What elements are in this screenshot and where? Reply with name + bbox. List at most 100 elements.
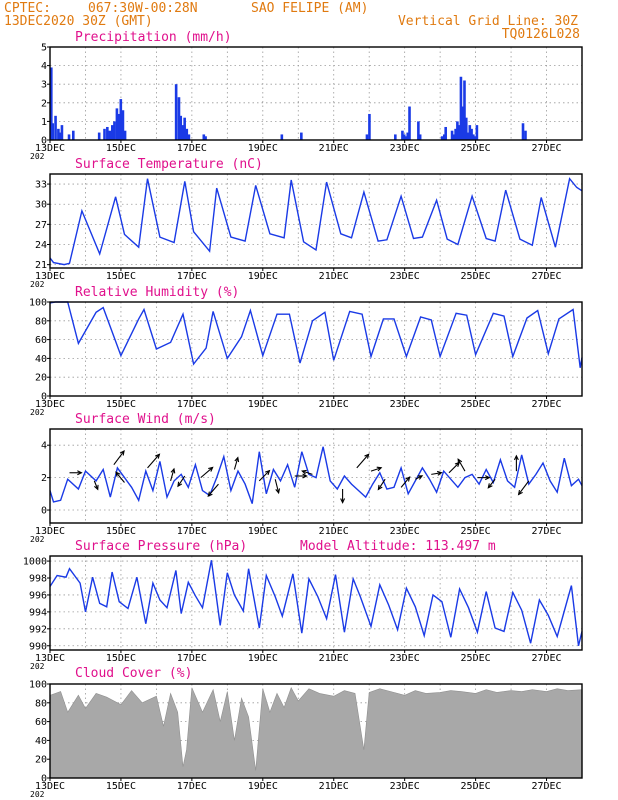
- wind-xtick-label: 21DEC: [319, 526, 349, 537]
- precip-bar: [177, 97, 181, 140]
- precip-bar: [300, 132, 303, 140]
- precip-bar: [452, 134, 456, 140]
- precip-bar: [468, 125, 472, 140]
- pressure-ytick-label: 992: [29, 624, 47, 635]
- wind-vector: [477, 475, 491, 481]
- wind-vector-head: [436, 470, 443, 476]
- wind-vector-shaft: [457, 458, 466, 472]
- wind-vector: [457, 458, 466, 472]
- wind-vector-shaft: [274, 479, 280, 493]
- cloud-cover-ytick-label: 0: [41, 774, 47, 785]
- precip-ytick-label: 2: [41, 98, 47, 109]
- humidity-xtick-label: 15DEC: [106, 399, 136, 410]
- cloud-cover-xtick-label: 17DEC: [177, 781, 207, 792]
- temperature-ytick-label: 21: [35, 260, 47, 271]
- wind-year-label: 202: [30, 535, 45, 544]
- precip-bar: [368, 113, 371, 140]
- precip-bar: [185, 128, 189, 140]
- wind-vector-head: [484, 475, 491, 481]
- header-run: 13DEC2020 30Z (GMT): [4, 14, 153, 29]
- pressure-frame: [49, 555, 583, 651]
- wind-vector-head: [302, 473, 308, 479]
- wind-vector: [69, 470, 83, 476]
- temperature-frame: [49, 173, 583, 269]
- precip-year-label: 202: [30, 152, 45, 161]
- wind-vector-head: [275, 488, 281, 495]
- wind-vector-shaft: [431, 472, 442, 475]
- pressure-panel: 990 992 994 996 998 1000 13DEC 15DEC 17DEC 19DEC 2…: [23, 555, 583, 671]
- wind-vector-head: [513, 454, 519, 461]
- temperature-xtick-label: 17DEC: [177, 271, 207, 282]
- wind-vector-head: [376, 466, 383, 472]
- wind-vector: [415, 475, 424, 480]
- humidity-ytick-label: 100: [29, 298, 47, 309]
- wind-vector-head: [119, 450, 125, 456]
- pressure-ytick-label: 996: [29, 590, 47, 601]
- precip-bar: [365, 134, 369, 140]
- header-station: SAO FELIPE (AM): [251, 1, 368, 16]
- precip-bar: [457, 125, 461, 140]
- wind-vector: [294, 473, 308, 479]
- temperature-xtick-label: 23DEC: [390, 271, 420, 282]
- precip-xtick-label: 17DEC: [177, 143, 207, 154]
- wind-vector-shaft: [93, 480, 99, 490]
- wind-vector-head: [77, 470, 83, 476]
- precip-bar: [444, 126, 447, 140]
- wind-frame: [49, 428, 583, 524]
- wind-vector-shaft: [377, 478, 386, 490]
- wind-vector-head: [417, 475, 424, 480]
- precip-bar: [464, 117, 468, 140]
- precip-ytick-label: 5: [41, 43, 47, 54]
- precip-xtick-label: 13DEC: [35, 143, 65, 154]
- wind-vector-shaft: [200, 467, 213, 479]
- header-coords: 067:30W-00:28N: [88, 1, 198, 16]
- cloud-cover-panel: 0 20 40 60 80 100 13DEC 15DEC 17DEC 19DEC 21DEC 23D…: [29, 680, 583, 799]
- temperature-xtick-label: 25DEC: [461, 271, 491, 282]
- precip-ytick-label: 3: [41, 80, 47, 91]
- humidity-ytick-label: 60: [35, 335, 47, 346]
- precip-bar: [179, 115, 183, 140]
- pressure-line: [49, 560, 583, 646]
- cloud-cover-xtick-label: 15DEC: [106, 781, 136, 792]
- cloud-cover-xtick-label: 13DEC: [35, 781, 65, 792]
- humidity-xtick-label: 13DEC: [35, 399, 65, 410]
- wind-panel: 0 2 4 13DEC 15DEC 17DEC 19DEC 21DEC 23DEC 25DEC 27…: [30, 428, 583, 544]
- cloud-cover-xtick-label: 25DEC: [461, 781, 491, 792]
- precip-bar: [103, 128, 106, 140]
- cloud-cover-ytick-label: 100: [29, 680, 47, 691]
- humidity-ytick-label: 40: [35, 354, 47, 365]
- pressure-ytick-label: 1000: [23, 557, 47, 568]
- wind-vector-shaft: [518, 480, 530, 495]
- temperature-xtick-label: 21DEC: [319, 271, 349, 282]
- precip-bar: [473, 136, 477, 140]
- precip-bar: [54, 115, 57, 140]
- precip-bar: [106, 126, 109, 140]
- precip-bar: [524, 130, 527, 140]
- cloud-cover-ytick-label: 20: [35, 755, 47, 766]
- precip-xtick-label: 21DEC: [319, 143, 349, 154]
- wind-vector-shaft: [356, 453, 370, 469]
- humidity-title: Relative Humidity (%): [75, 285, 239, 300]
- cloud-cover-title: Cloud Cover (%): [75, 666, 192, 681]
- wind-vector-head: [115, 471, 121, 477]
- precip-bar: [60, 125, 64, 140]
- precip-bar: [204, 136, 207, 140]
- wind-vector: [448, 461, 461, 474]
- wind-vector: [274, 479, 281, 495]
- precip-panel: 0 1 2 3 4 5 13DEC 15DEC 17DEC 19DEC 21DEC 23DEC 25DE…: [30, 43, 583, 161]
- wind-title: Surface Wind (m/s): [75, 412, 216, 427]
- precip-bar: [521, 123, 525, 140]
- humidity-xtick-label: 27DEC: [531, 399, 561, 410]
- precip-frame: [49, 46, 583, 141]
- wind-vector-shaft: [258, 470, 270, 482]
- wind-vector: [170, 467, 176, 482]
- humidity-frame: [49, 301, 583, 397]
- wind-vector-head: [377, 484, 383, 491]
- humidity-panel: 0 20 40 60 80 100 13DEC 15DEC 17DEC 19DEC 21DEC 23D…: [29, 298, 583, 417]
- precip-bar: [406, 132, 410, 140]
- temperature-year-label: 202: [30, 280, 45, 289]
- precip-bar: [174, 84, 178, 140]
- wind-xtick-label: 13DEC: [35, 526, 65, 537]
- wind-vector: [115, 471, 125, 483]
